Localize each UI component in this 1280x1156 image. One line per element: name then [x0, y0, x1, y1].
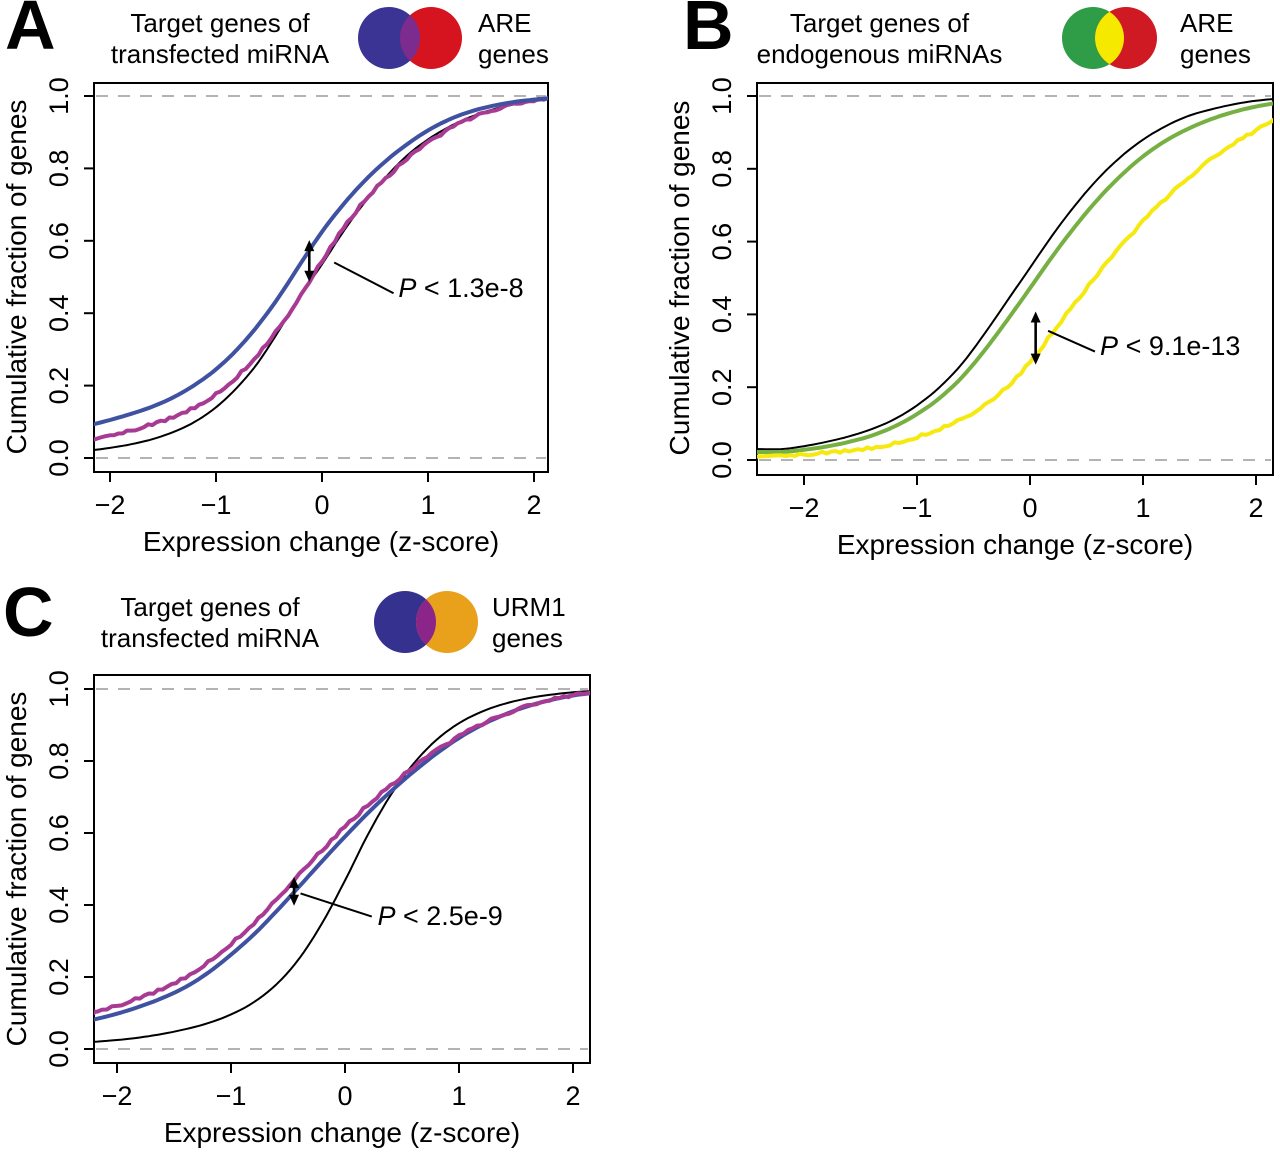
- x-tick-label: 2: [526, 490, 541, 520]
- x-tick-label: 2: [565, 1081, 580, 1111]
- x-tick-label: −2: [102, 1081, 133, 1111]
- y-tick-label: 0.2: [44, 958, 74, 996]
- x-tick-label: −2: [95, 490, 126, 520]
- x-tick-label: −1: [902, 493, 933, 523]
- arrowhead-down: [289, 894, 300, 906]
- y-axis-title: Cumulative fraction of genes: [664, 101, 695, 456]
- panel-b-letter: B: [683, 0, 734, 64]
- panel-b-venn-label: ARE genes: [1180, 8, 1251, 70]
- panel-a-letter: A: [5, 0, 56, 64]
- panel-c-venn-label: URM1 genes: [492, 592, 566, 654]
- panel-b-title-line2: endogenous miRNAs: [756, 39, 1003, 69]
- x-axis-title: Expression change (z-score): [164, 1117, 520, 1148]
- panel-c-letter: C: [3, 573, 54, 651]
- panel-a-venn-label: ARE genes: [478, 8, 549, 70]
- arrowhead-up: [1030, 311, 1041, 323]
- x-tick-label: −1: [201, 490, 232, 520]
- y-tick-label: 0.0: [44, 1030, 74, 1068]
- arrowhead-up: [304, 240, 315, 252]
- overlap-yellow-curve: [757, 117, 1273, 459]
- venn-overlap-region: [400, 7, 420, 69]
- x-tick-label: 2: [1248, 493, 1263, 523]
- venn-label-line1: ARE: [1180, 8, 1234, 38]
- panel-b-title: Target genes of endogenous miRNAs: [752, 8, 1007, 70]
- target-genes-blue-curve: [94, 96, 548, 427]
- annotation-leader-line: [300, 892, 373, 918]
- x-axis-title: Expression change (z-score): [837, 529, 1193, 560]
- y-tick-label: 0.0: [44, 439, 74, 477]
- pvalue-annotation: P < 9.1e-13: [1030, 311, 1240, 365]
- arrowhead-up: [289, 876, 300, 888]
- y-tick-label: 0.4: [707, 296, 737, 334]
- panel-c-title: Target genes of transfected miRNA: [85, 592, 335, 654]
- y-tick-label: 0.6: [707, 223, 737, 261]
- arrowhead-down: [1030, 353, 1041, 365]
- x-tick-label: 0: [314, 490, 329, 520]
- y-tick-label: 1.0: [707, 77, 737, 115]
- panel-c-venn-diagram: [374, 591, 478, 653]
- pvalue-label: P < 9.1e-13: [1100, 331, 1240, 361]
- venn-label-line1: URM1: [492, 592, 566, 622]
- curves-group: [94, 690, 590, 1043]
- y-tick-label: 0.4: [44, 886, 74, 924]
- panel-a-title: Target genes of transfected miRNA: [95, 8, 345, 70]
- y-tick-label: 0.2: [44, 367, 74, 405]
- y-tick-label: 0.6: [44, 814, 74, 852]
- y-tick-label: 0.8: [707, 150, 737, 188]
- panel-a-venn-diagram: [358, 7, 462, 69]
- pvalue-label: P < 1.3e-8: [398, 273, 523, 303]
- overlap-purple-curve: [94, 96, 548, 442]
- curves-group: [757, 98, 1273, 459]
- pvalue-annotation: P < 1.3e-8: [304, 240, 524, 303]
- annotation-leader-line: [333, 261, 395, 295]
- pvalue-annotation: P < 2.5e-9: [289, 876, 503, 931]
- endogenous-targets-green-curve: [757, 101, 1273, 455]
- venn-label-line2: genes: [492, 623, 563, 653]
- plot-box: [756, 82, 1274, 476]
- y-tick-label: 1.0: [44, 670, 74, 708]
- y-tick-label: 0.8: [44, 742, 74, 780]
- panel-c-title-line1: Target genes of: [120, 592, 300, 622]
- x-axis-title: Expression change (z-score): [143, 526, 499, 557]
- y-tick-label: 1.0: [44, 77, 74, 115]
- panel-b-plot: −2 −1 0 1 2 0.0 0.2 0.4 0.6 0.8 1.0 Expression chan…: [664, 77, 1274, 560]
- y-tick-label: 0.0: [707, 441, 737, 479]
- panel-c-title-line2: transfected miRNA: [100, 623, 320, 653]
- x-tick-label: 1: [451, 1081, 466, 1111]
- x-tick-label: 0: [337, 1081, 352, 1111]
- x-tick-label: 1: [1135, 493, 1150, 523]
- overlap-purple-curve: [94, 690, 590, 1015]
- y-tick-label: 0.4: [44, 294, 74, 332]
- panel-a-title-line2: transfected miRNA: [110, 39, 330, 69]
- annotation-leader-line: [1047, 329, 1096, 353]
- y-tick-label: 0.8: [44, 150, 74, 188]
- y-axis-title: Cumulative fraction of genes: [1, 100, 32, 455]
- x-tick-label: 0: [1022, 493, 1037, 523]
- x-tick-label: −2: [789, 493, 820, 523]
- x-tick-label: 1: [420, 490, 435, 520]
- venn-overlap-region: [416, 591, 436, 653]
- venn-label-line2: genes: [1180, 39, 1251, 69]
- arrowhead-down: [304, 270, 315, 282]
- y-axis-title: Cumulative fraction of genes: [1, 692, 32, 1047]
- panel-b-title-line1: Target genes of: [789, 8, 970, 38]
- venn-label-line1: ARE: [478, 8, 532, 38]
- y-tick-label: 0.2: [707, 368, 737, 406]
- x-tick-label: −1: [216, 1081, 247, 1111]
- panel-c-plot: −2 −1 0 1 2 0.0 0.2 0.4 0.6 0.8 1.0 Expression chan…: [1, 670, 591, 1148]
- all-genes-black-curve: [757, 98, 1273, 451]
- plot-box: [93, 674, 591, 1064]
- pvalue-label: P < 2.5e-9: [377, 901, 502, 931]
- curves-group: [94, 96, 548, 452]
- panel-b-venn-diagram: [1062, 7, 1157, 69]
- venn-overlap-region: [1095, 7, 1124, 69]
- y-tick-label: 0.6: [44, 222, 74, 260]
- plot-box: [93, 82, 549, 473]
- all-genes-black-curve: [94, 690, 590, 1043]
- venn-label-line2: genes: [478, 39, 549, 69]
- panel-a-plot: −2 −1 0 1 2 0.0 0.2 0.4 0.6 0.8 1.0 Expression chan…: [1, 77, 549, 557]
- panel-a-title-line1: Target genes of: [130, 8, 310, 38]
